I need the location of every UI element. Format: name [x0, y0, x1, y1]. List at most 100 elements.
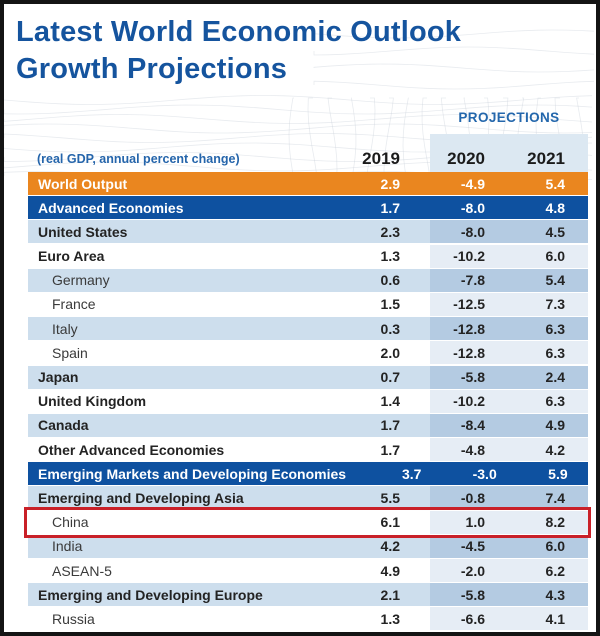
title-line-1: Latest World Economic Outlook — [16, 16, 462, 48]
row-value-2019: 2.1 — [380, 586, 400, 603]
row-value-2019: 1.7 — [380, 199, 400, 216]
row-value-2021: 6.3 — [545, 393, 565, 410]
row-value-2019: 2.9 — [380, 175, 400, 192]
table-row: Emerging Markets and Developing Economie… — [28, 462, 588, 486]
table-row: India 4.2 -4.5 6.0 — [28, 534, 588, 558]
row-value-2021: 2.4 — [545, 369, 565, 385]
row-label: France — [52, 296, 96, 313]
row-label: Euro Area — [38, 248, 105, 265]
table-row: United Kingdom 1.4 -10.2 6.3 — [28, 389, 588, 413]
row-value-2020: -4.5 — [460, 538, 485, 555]
row-value-2019: 5.5 — [380, 489, 400, 506]
row-label: Emerging and Developing Asia — [38, 489, 244, 506]
row-value-2020: -3.0 — [472, 465, 497, 482]
table-row: Emerging and Developing Asia 5.5 -0.8 7.4 — [28, 486, 588, 510]
row-value-2019: 1.3 — [380, 248, 400, 265]
row-value-2020: 1.0 — [465, 514, 485, 531]
row-value-2020: -10.2 — [453, 393, 485, 410]
row-label: United Kingdom — [38, 393, 147, 410]
table-row: United States 2.3 -8.0 4.5 — [28, 220, 588, 244]
row-value-2021: 5.9 — [548, 465, 568, 482]
row-value-2020: -0.8 — [460, 489, 485, 506]
page-title: Latest World Economic Outlook Growth Pro… — [16, 14, 461, 88]
row-value-2019: 1.7 — [380, 441, 400, 458]
table-row: World Output 2.9 -4.9 5.4 — [28, 172, 588, 195]
row-value-2021: 5.4 — [545, 175, 565, 192]
row-value-2020: -12.8 — [453, 320, 485, 337]
row-value-2020: -7.8 — [460, 272, 485, 289]
table-row-highlighted: China 6.1 1.0 8.2 — [28, 510, 588, 534]
row-value-2021: 6.2 — [545, 562, 565, 579]
table-row: Other Advanced Economies 1.7 -4.8 4.2 — [28, 438, 588, 462]
row-label: Emerging Markets and Developing Economie… — [38, 465, 347, 482]
row-label: Other Advanced Economies — [38, 441, 225, 458]
row-value-2019: 4.2 — [380, 538, 400, 555]
row-label: Russia — [52, 610, 95, 627]
projections-column-label: PROJECTIONS — [458, 110, 560, 125]
row-value-2019: 1.3 — [380, 610, 400, 627]
table-row: Russia 1.3 -6.6 4.1 — [28, 607, 588, 631]
row-value-2021: 7.3 — [545, 296, 565, 313]
table-row: France 1.5 -12.5 7.3 — [28, 292, 588, 316]
row-label: Spain — [52, 344, 88, 361]
table-row: Japan 0.7 -5.8 2.4 — [28, 365, 588, 389]
row-label: ASEAN-5 — [52, 562, 112, 579]
row-label: Germany — [52, 272, 110, 289]
row-value-2020: -8.0 — [460, 199, 485, 216]
row-value-2021: 4.3 — [545, 586, 565, 603]
row-value-2020: -12.5 — [453, 296, 485, 313]
row-value-2021: 4.9 — [545, 417, 565, 434]
row-value-2021: 7.4 — [545, 489, 565, 506]
table-row: Spain 2.0 -12.8 6.3 — [28, 341, 588, 365]
row-value-2019: 4.9 — [380, 562, 400, 579]
table-row: Germany 0.6 -7.8 5.4 — [28, 268, 588, 292]
title-line-2: Growth Projections — [16, 53, 288, 85]
row-value-2021: 6.3 — [545, 344, 565, 361]
row-value-2021: 4.1 — [545, 610, 565, 627]
table-header-row: (real GDP, annual percent change) 2019 2… — [28, 146, 588, 172]
row-value-2021: 4.8 — [545, 199, 565, 216]
row-value-2019: 0.3 — [380, 320, 400, 337]
table-row: Italy 0.3 -12.8 6.3 — [28, 317, 588, 341]
row-value-2020: -6.6 — [460, 610, 485, 627]
row-value-2021: 8.2 — [545, 514, 565, 531]
row-value-2019: 1.5 — [380, 296, 400, 313]
row-value-2020: -5.8 — [460, 369, 485, 385]
row-value-2019: 2.3 — [380, 223, 400, 240]
row-value-2020: -5.8 — [460, 586, 485, 603]
row-value-2019: 0.6 — [380, 272, 400, 289]
row-value-2021: 4.2 — [545, 441, 565, 458]
row-value-2019: 1.4 — [380, 393, 400, 410]
column-header-2019: 2019 — [362, 149, 400, 168]
table-row: Advanced Economies 1.7 -8.0 4.8 — [28, 196, 588, 220]
row-value-2020: -12.8 — [453, 344, 485, 361]
row-value-2020: -8.0 — [460, 223, 485, 240]
table-rows: World Output 2.9 -4.9 5.4 Advanced Economies… — [28, 172, 588, 632]
row-value-2020: -8.4 — [460, 417, 485, 434]
table-row: ASEAN-5 4.9 -2.0 6.2 — [28, 559, 588, 582]
row-value-2020: -4.8 — [460, 441, 485, 458]
row-label: Advanced Economies — [38, 199, 184, 216]
row-value-2019: 3.7 — [401, 465, 422, 482]
row-value-2020: -4.9 — [460, 175, 485, 192]
row-label: World Output — [38, 175, 128, 192]
row-value-2019: 0.7 — [380, 369, 400, 385]
row-value-2019: 1.7 — [380, 417, 400, 434]
table-row: Euro Area 1.3 -10.2 6.0 — [28, 244, 588, 268]
row-value-2020: -10.2 — [453, 248, 485, 265]
row-value-2021: 4.5 — [545, 223, 565, 240]
column-header-2020: 2020 — [447, 149, 485, 168]
china-row-highlight-box — [24, 507, 591, 538]
row-value-2019: 2.0 — [380, 344, 400, 361]
row-label: China — [52, 514, 89, 531]
row-value-2021: 6.0 — [545, 248, 565, 265]
row-value-2020: -2.0 — [460, 562, 485, 579]
row-label: Japan — [38, 369, 79, 385]
table-row: Canada 1.7 -8.4 4.9 — [28, 413, 588, 437]
column-header-2021: 2021 — [527, 149, 565, 168]
row-value-2021: 6.3 — [545, 320, 565, 337]
row-label: United States — [38, 223, 128, 240]
table-row: Emerging and Developing Europe 2.1 -5.8 4.3 — [28, 583, 588, 607]
table-units-note: (real GDP, annual percent change) — [37, 152, 240, 166]
row-value-2019: 6.1 — [380, 514, 400, 531]
